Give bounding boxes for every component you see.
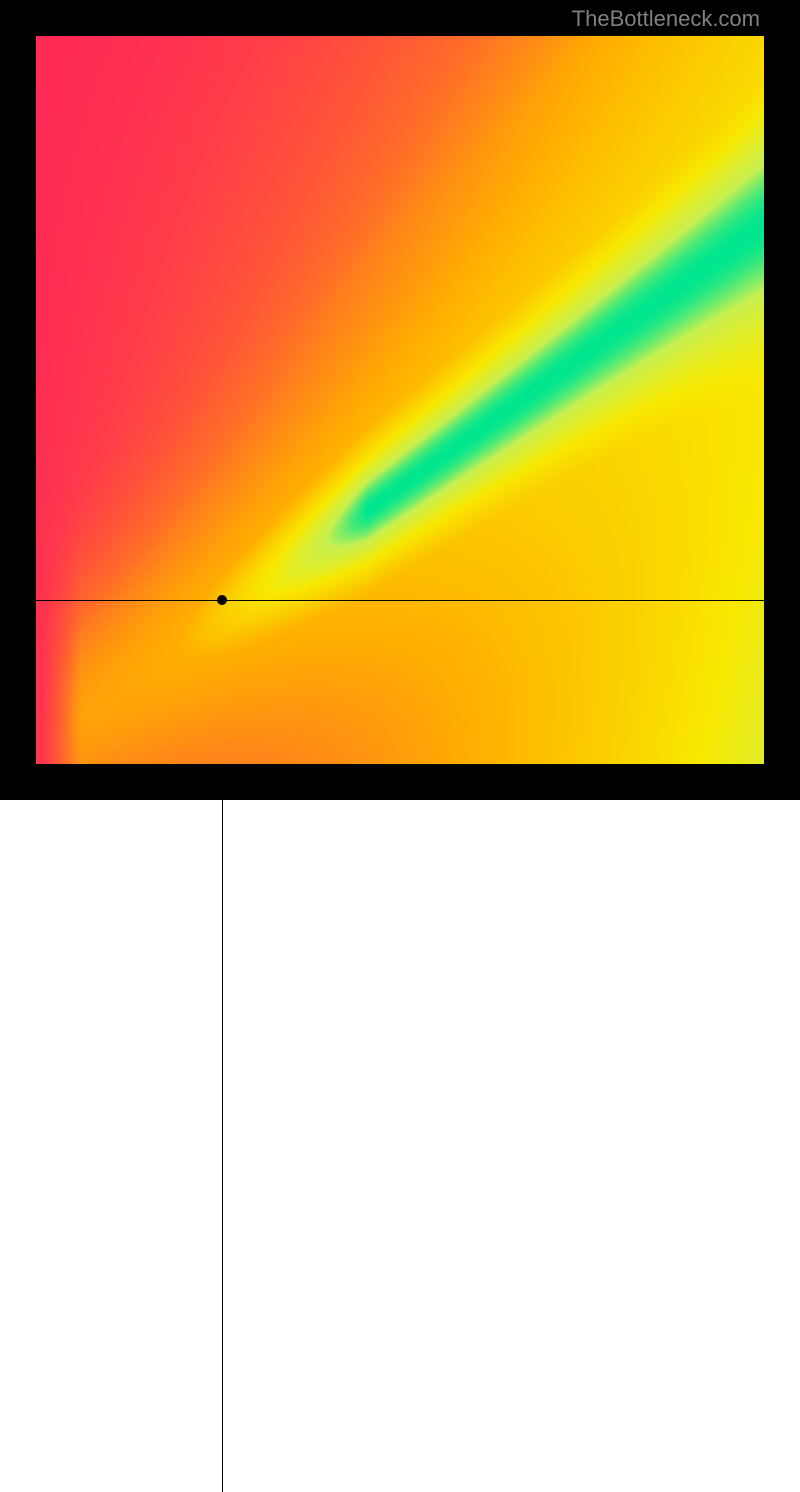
crosshair-marker	[217, 595, 227, 605]
heatmap-canvas	[36, 36, 764, 764]
watermark-label: TheBottleneck.com	[572, 6, 760, 32]
chart-container: TheBottleneck.com	[0, 0, 800, 800]
crosshair-horizontal	[36, 600, 764, 601]
crosshair-vertical	[222, 764, 223, 1492]
heatmap-plot	[36, 36, 764, 764]
